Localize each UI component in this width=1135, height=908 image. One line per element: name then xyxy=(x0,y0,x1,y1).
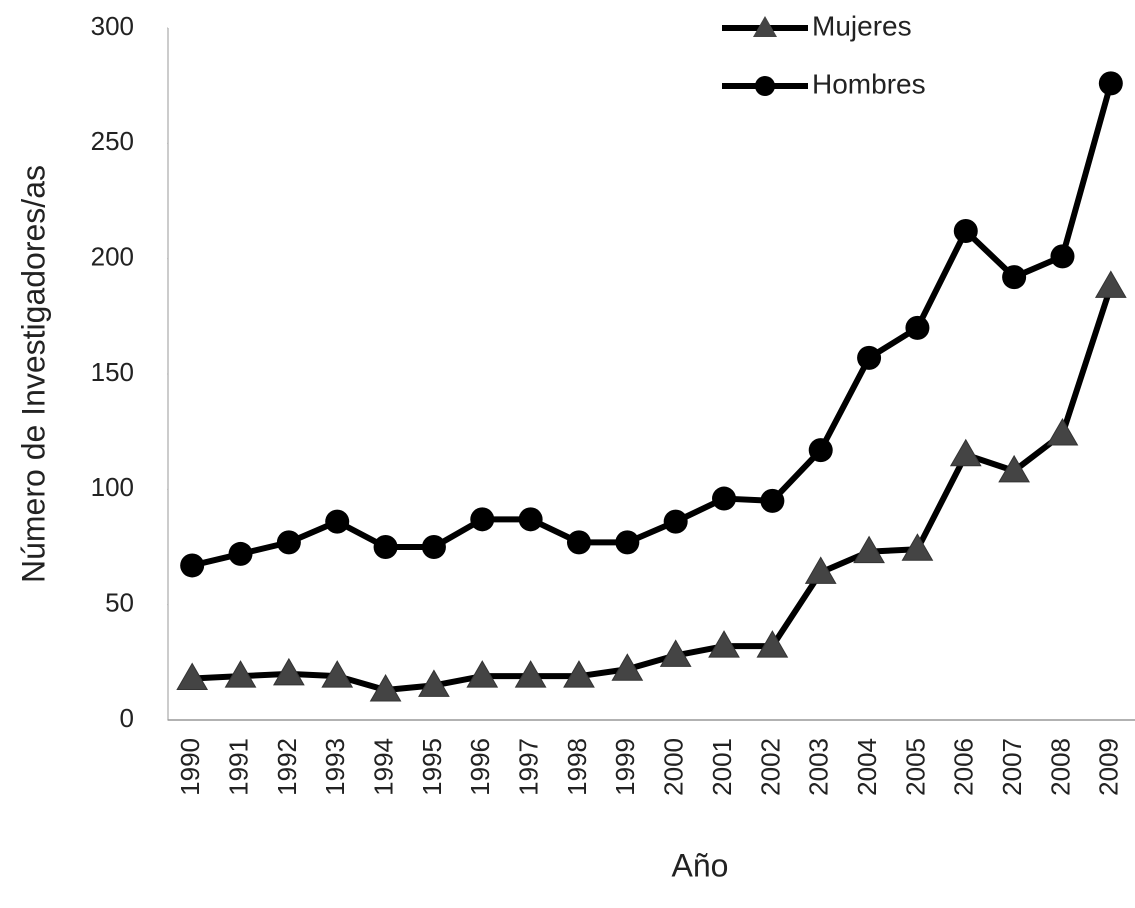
x-tick-label: 2002 xyxy=(755,738,785,796)
y-axis-title: Número de Investigadores/as xyxy=(15,165,51,583)
x-tick-label: 2009 xyxy=(1094,738,1124,796)
x-tick-label: 1993 xyxy=(320,738,350,796)
circle-marker xyxy=(905,315,930,340)
triangle-marker xyxy=(659,639,692,667)
triangle-marker xyxy=(1046,417,1079,446)
triangle-marker xyxy=(514,660,547,688)
circle-marker xyxy=(421,535,446,559)
x-tick-label: 1999 xyxy=(610,738,640,796)
legend-marker xyxy=(753,16,777,37)
triangle-marker xyxy=(949,438,982,467)
circle-marker xyxy=(615,530,640,555)
y-tick-label: 100 xyxy=(91,472,134,502)
triangle-marker xyxy=(901,533,934,561)
triangle-marker xyxy=(369,674,402,702)
x-axis-title: Año xyxy=(672,847,729,883)
legend-marker xyxy=(755,76,775,96)
x-tick-label: 2006 xyxy=(949,738,979,796)
legend-label: Hombres xyxy=(812,68,926,99)
series-line xyxy=(192,285,1114,694)
circle-marker xyxy=(663,509,688,534)
circle-marker xyxy=(1002,265,1027,290)
circle-marker xyxy=(712,486,737,511)
triangle-marker xyxy=(418,669,450,697)
triangle-marker xyxy=(466,660,499,688)
x-tick-label: 1994 xyxy=(368,738,398,796)
triangle-marker xyxy=(273,657,305,686)
circle-marker xyxy=(180,553,205,578)
triangle-marker xyxy=(1094,270,1127,298)
y-tick-label: 250 xyxy=(91,126,134,156)
x-tick-label: 1997 xyxy=(514,738,544,796)
x-tick-label: 2003 xyxy=(804,738,834,796)
circle-marker xyxy=(566,530,591,555)
triangle-marker xyxy=(804,556,837,584)
y-tick-label: 0 xyxy=(120,703,134,733)
x-tick-label: 2005 xyxy=(900,738,930,796)
triangle-marker xyxy=(611,653,644,681)
triangle-marker xyxy=(998,454,1030,483)
x-tick-label: 1992 xyxy=(272,738,302,796)
triangle-marker xyxy=(708,630,740,658)
circle-marker xyxy=(1098,71,1123,96)
y-tick-label: 300 xyxy=(91,11,134,41)
circle-marker xyxy=(373,535,398,559)
circle-marker xyxy=(857,345,882,370)
circle-marker xyxy=(228,541,253,566)
circle-marker xyxy=(808,438,833,463)
circle-marker xyxy=(1050,244,1075,269)
circle-marker xyxy=(760,488,785,513)
x-tick-label: 2004 xyxy=(852,738,882,796)
x-tick-label: 1991 xyxy=(223,738,253,796)
triangle-marker xyxy=(176,662,209,690)
x-tick-label: 2007 xyxy=(997,738,1027,796)
triangle-marker xyxy=(853,535,885,564)
x-tick-label: 2008 xyxy=(1045,738,1075,796)
legend-label: Mujeres xyxy=(812,10,912,41)
x-tick-label: 1998 xyxy=(562,738,592,796)
x-tick-label: 1995 xyxy=(417,738,447,796)
circle-marker xyxy=(518,507,543,532)
triangle-marker xyxy=(756,630,789,658)
triangle-marker xyxy=(321,660,354,688)
series-line xyxy=(191,82,1114,569)
y-tick-label: 200 xyxy=(91,242,134,272)
circle-marker xyxy=(470,507,495,532)
y-tick-label: 50 xyxy=(105,588,134,618)
triangle-marker xyxy=(224,660,257,688)
x-tick-label: 2000 xyxy=(659,738,689,796)
x-tick-label: 2001 xyxy=(707,738,737,796)
circle-marker xyxy=(953,218,978,243)
circle-marker xyxy=(276,530,301,555)
x-tick-label: 1990 xyxy=(175,738,205,796)
y-tick-label: 150 xyxy=(91,357,134,387)
x-tick-label: 1996 xyxy=(465,738,495,796)
circle-marker xyxy=(325,509,350,534)
triangle-marker xyxy=(563,660,595,688)
